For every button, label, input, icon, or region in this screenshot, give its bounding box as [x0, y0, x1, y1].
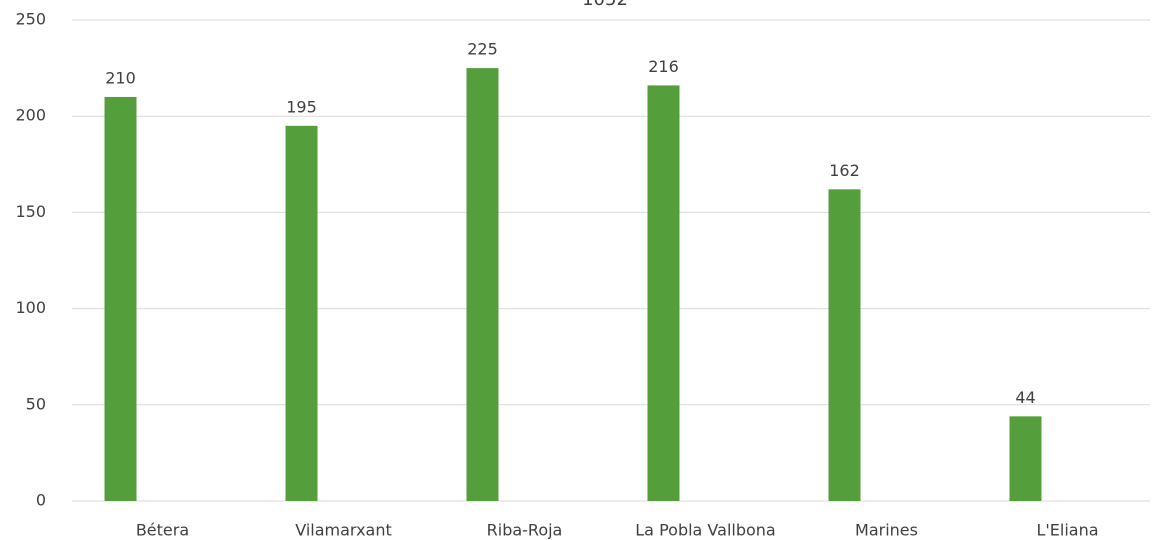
x-tick-label: Marines	[855, 521, 918, 540]
x-tick-label: Vilamarxant	[295, 521, 392, 540]
bar	[828, 189, 861, 501]
y-tick-label: 100	[15, 298, 46, 317]
bar	[647, 85, 680, 501]
y-tick-label: 0	[36, 491, 46, 510]
bar	[104, 96, 137, 502]
chart-title: 1052	[582, 0, 628, 10]
data-label: 210	[105, 68, 136, 87]
x-tick-label: La Pobla Vallbona	[635, 521, 775, 540]
y-tick-label: 250	[15, 10, 46, 29]
bar	[466, 68, 499, 501]
bar	[285, 125, 318, 501]
y-tick-label: 50	[26, 394, 46, 413]
data-label: 216	[648, 57, 679, 76]
y-tick-label: 150	[15, 202, 46, 221]
data-label: 195	[286, 97, 317, 116]
data-label: 162	[829, 161, 860, 180]
data-label: 44	[1015, 388, 1035, 407]
bar	[1009, 416, 1042, 501]
x-tick-label: L'Eliana	[1036, 521, 1098, 540]
y-tick-label: 200	[15, 106, 46, 125]
x-tick-label: Riba-Roja	[487, 521, 563, 540]
x-tick-label: Bétera	[136, 521, 189, 540]
data-label: 225	[467, 40, 498, 59]
